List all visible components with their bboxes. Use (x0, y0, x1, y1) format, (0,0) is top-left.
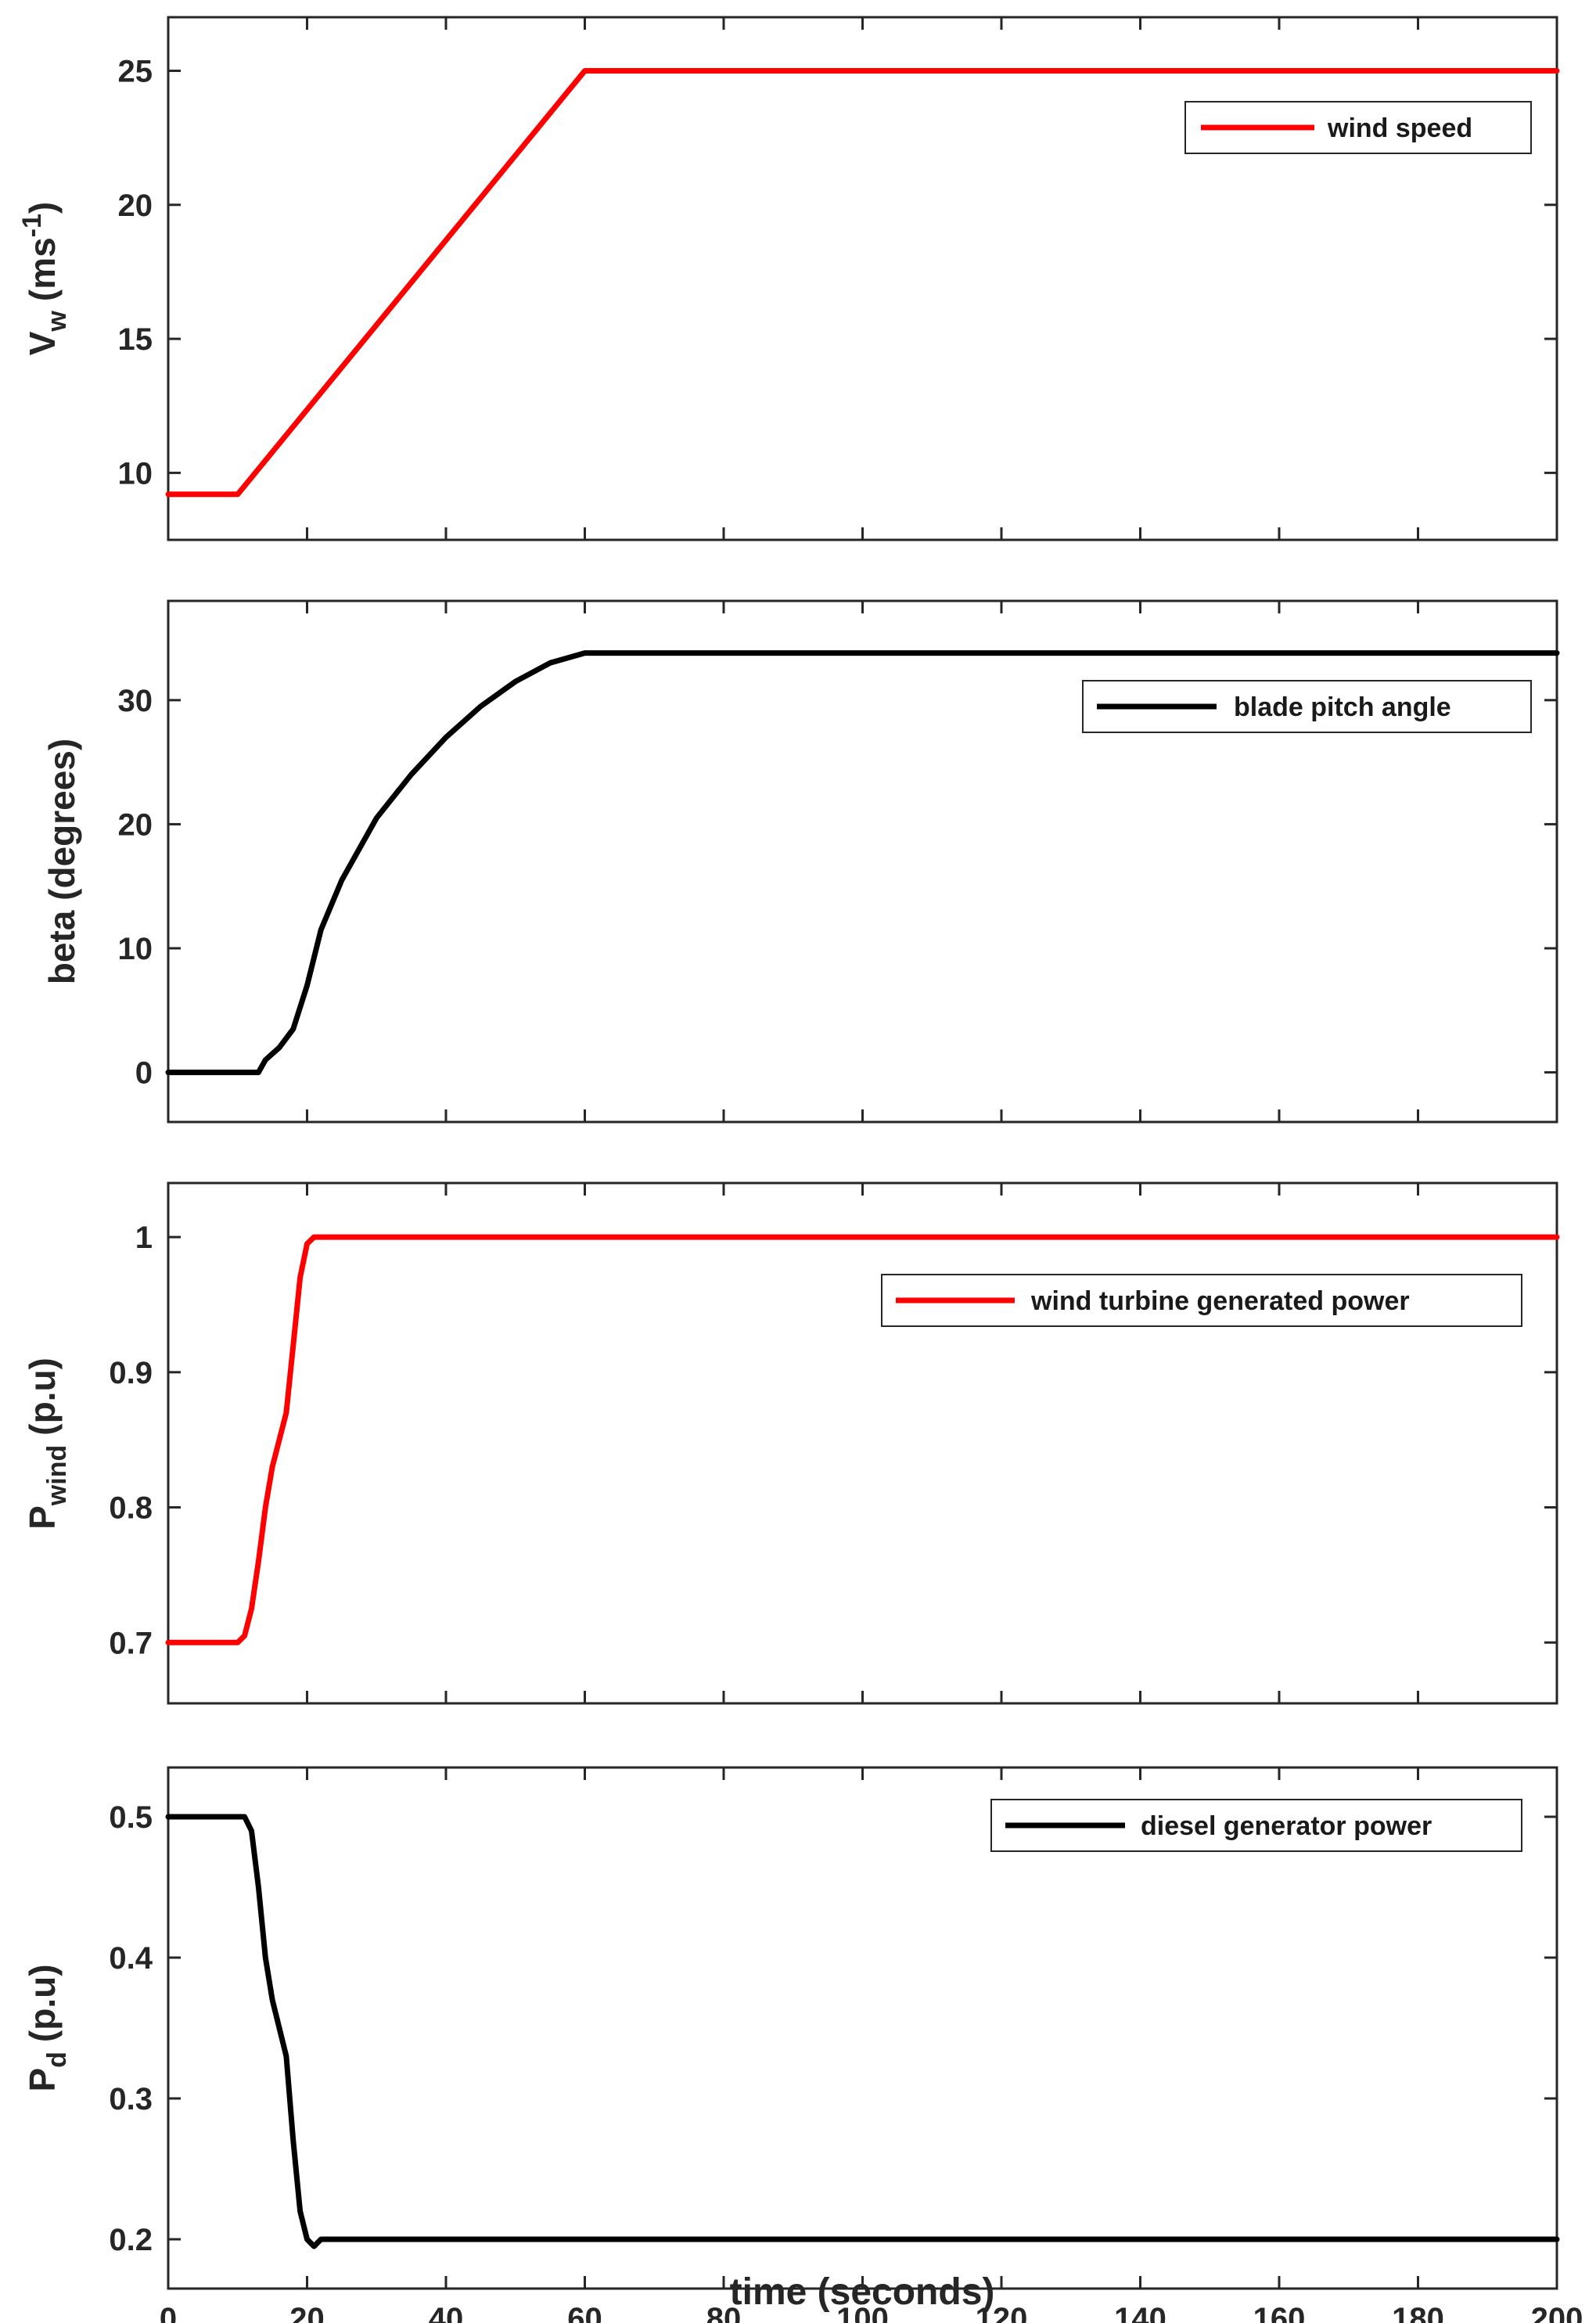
series-line (165, 68, 1560, 498)
legend-label: wind turbine generated power (1030, 1286, 1410, 1316)
x-tick-label: 180 (1392, 2302, 1444, 2323)
plot-frame (167, 1181, 1558, 1705)
legend: wind turbine generated power (881, 1274, 1522, 1327)
y-tick-label: 0.3 (109, 2082, 153, 2116)
series-lines (165, 1814, 1560, 2249)
y-label-unit: (p.u) (22, 1357, 63, 1436)
x-tick-label: 60 (567, 2302, 602, 2323)
y-label-subscript: wind (42, 1445, 72, 1506)
y-label-subscript: w (42, 311, 72, 333)
y-ticks: 0.7 0.8 0.9 1 (109, 1183, 1558, 1703)
y-tick-label: 10 (118, 456, 153, 491)
x-tick-label: 0 (160, 2302, 177, 2323)
panel-wind-power: 0.7 0.8 0.9 1 Pwind (p.u) wind turbine gener… (22, 1181, 1560, 1705)
plot-frame (167, 599, 1558, 1124)
y-tick-label: 25 (118, 55, 153, 89)
series-lines (165, 1234, 1560, 1645)
y-tick-label: 0.8 (109, 1491, 153, 1526)
y-ticks: 0 10 20 30 (118, 601, 1558, 1122)
panel-wind-speed: 10 15 20 25 Vw (ms-1) wind speed (17, 16, 1560, 541)
legend-label: blade pitch angle (1234, 692, 1451, 722)
x-tick-label: 120 (976, 2302, 1028, 2323)
y-tick-label: 1 (135, 1221, 153, 1255)
y-tick-label: 0 (135, 1056, 153, 1091)
y-tick-label: 30 (118, 684, 153, 718)
y-tick-label: 0.5 (109, 1800, 153, 1835)
legend: wind speed (1184, 101, 1532, 154)
y-axis-label: Pwind (p.u) (22, 1357, 72, 1530)
legend: diesel generator power (990, 1799, 1522, 1852)
y-tick-label: 0.9 (109, 1356, 153, 1390)
y-label-subscript: d (42, 2052, 72, 2068)
x-tick-label: 200 (1531, 2302, 1583, 2323)
x-tick-label: 80 (706, 2302, 742, 2323)
y-tick-label: 20 (118, 807, 153, 842)
y-tick-label: 15 (118, 322, 153, 357)
series-line (165, 1814, 1560, 2249)
panel-diesel-power: 0.2 0.3 0.4 0.5 0 20 40 60 80 100 120 140 160 180 200… (22, 1766, 1583, 2323)
y-label-main: P (22, 1505, 63, 1530)
legend-label: wind speed (1327, 113, 1472, 143)
y-label-main: V (22, 331, 63, 355)
x-tick-label: 140 (1114, 2302, 1166, 2323)
y-tick-label: 0.2 (109, 2223, 153, 2257)
x-ticks: 0 20 40 60 80 100 120 140 160 180 200 (160, 1767, 1583, 2323)
y-label-close: ) (22, 202, 63, 214)
plot-frame (167, 1766, 1558, 2290)
y-label-main: P (22, 2068, 63, 2092)
y-tick-label: 10 (118, 932, 153, 966)
y-axis-label: beta (degrees) (41, 739, 82, 984)
series-lines (165, 650, 1560, 1076)
x-tick-label: 100 (836, 2302, 889, 2323)
y-label-unit: (p.u) (22, 1964, 63, 2042)
plot-frame (167, 16, 1558, 541)
y-label-unit-superscript: -1 (17, 214, 47, 237)
x-tick-label: 160 (1253, 2302, 1306, 2323)
panel-blade-pitch: 0 10 20 30 beta (degrees) blade pitch angle (41, 599, 1560, 1124)
x-tick-label: 40 (429, 2302, 464, 2323)
y-ticks: 10 15 20 25 (118, 17, 1558, 540)
y-tick-label: 0.7 (109, 1626, 153, 1660)
y-axis-label: Pd (p.u) (22, 1964, 72, 2091)
x-axis-label: time (seconds) (730, 2271, 995, 2313)
series-line (165, 1234, 1560, 1645)
y-tick-label: 20 (118, 189, 153, 223)
y-label-unit: (ms (22, 237, 63, 301)
series-lines (165, 68, 1560, 498)
y-axis-label: Vw (ms-1) (17, 202, 72, 356)
x-tick-label: 20 (289, 2302, 325, 2323)
legend: blade pitch angle (1082, 680, 1532, 733)
y-tick-label: 0.4 (109, 1941, 153, 1976)
legend-label: diesel generator power (1141, 1811, 1432, 1841)
series-line (165, 650, 1560, 1076)
